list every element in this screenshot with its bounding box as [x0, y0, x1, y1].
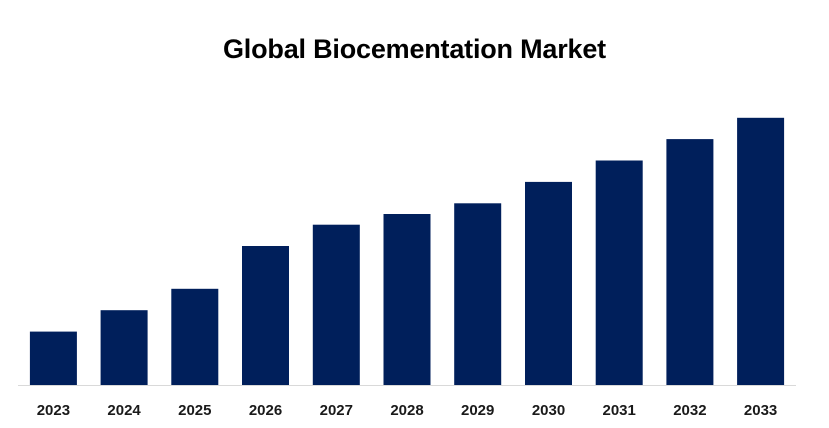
x-tick-label-2026: 2026 — [249, 402, 282, 419]
bar-2026 — [242, 246, 289, 385]
x-tick-label-2027: 2027 — [320, 402, 353, 419]
bar-2025 — [171, 288, 219, 385]
x-tick-labels: 2023 2024 2025 2026 2027 2028 2029 2030 2031 2032… — [37, 402, 778, 419]
x-tick-label-2030: 2030 — [532, 402, 565, 419]
x-tick-label-2029: 2029 — [461, 402, 494, 419]
bar-2030 — [525, 181, 572, 385]
bar-2023 — [29, 331, 77, 385]
bars-group — [29, 117, 785, 386]
bar-2027 — [312, 224, 360, 385]
x-tick-label-2031: 2031 — [603, 402, 636, 419]
bar-2029 — [454, 203, 502, 385]
bar-2024 — [100, 310, 148, 385]
bar-2032 — [666, 139, 714, 385]
x-tick-label-2033: 2033 — [744, 402, 777, 419]
x-tick-label-2025: 2025 — [178, 402, 211, 419]
x-tick-label-2028: 2028 — [390, 402, 423, 419]
bar-2031 — [595, 160, 643, 385]
x-tick-label-2023: 2023 — [37, 402, 70, 419]
x-tick-label-2024: 2024 — [107, 402, 141, 419]
bar-2028 — [383, 214, 431, 385]
chart-title: Global Biocementation Market — [223, 34, 606, 64]
bar-2033 — [737, 117, 785, 386]
x-tick-label-2032: 2032 — [673, 402, 706, 419]
